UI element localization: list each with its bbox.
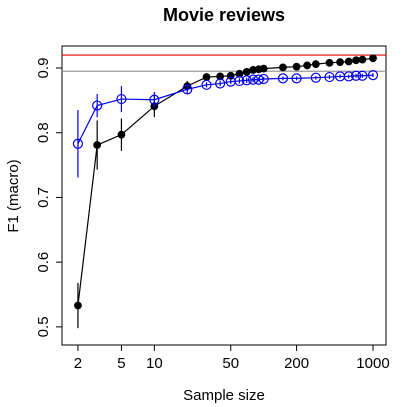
- data-point: [182, 84, 193, 95]
- data-point: [303, 61, 312, 70]
- data-point: [258, 73, 269, 85]
- data-point: [259, 64, 268, 73]
- series-line: [77, 57, 374, 306]
- data-point: [242, 67, 251, 76]
- data-point: [93, 141, 102, 149]
- data-point: [358, 55, 367, 64]
- data-point: [352, 56, 360, 65]
- data-point: [201, 79, 212, 90]
- data-point: [277, 73, 289, 84]
- data-point: [291, 73, 302, 84]
- data-point: [279, 63, 287, 72]
- y-tick-label: 0.8: [35, 122, 52, 143]
- y-tick-label: 0.7: [35, 187, 52, 208]
- data-point: [74, 301, 82, 310]
- plot-frame: [61, 45, 387, 346]
- data-point: [369, 54, 377, 63]
- data-point: [343, 71, 354, 82]
- data-point: [350, 70, 362, 81]
- x-tick-label: 10: [146, 355, 163, 372]
- data-point: [367, 70, 379, 81]
- data-point: [324, 71, 335, 83]
- y-tick-label: 0.9: [35, 58, 52, 79]
- x-tick-label: 2: [74, 355, 82, 372]
- x-tick-label: 200: [284, 355, 309, 372]
- data-point: [325, 58, 334, 67]
- data-point: [116, 93, 127, 105]
- data-point: [149, 94, 160, 105]
- y-tick-label: 0.5: [35, 316, 52, 337]
- data-point: [336, 58, 344, 67]
- x-tick-label: 50: [222, 355, 239, 372]
- data-point: [235, 69, 244, 78]
- data-point: [311, 60, 320, 69]
- data-point: [241, 75, 252, 86]
- data-point: [117, 130, 126, 139]
- data-point: [292, 62, 301, 71]
- y-tick-label: 0.6: [35, 252, 52, 273]
- data-point: [202, 73, 211, 81]
- x-tick-label: 5: [117, 355, 125, 372]
- data-point: [344, 57, 353, 66]
- data-point: [234, 75, 245, 87]
- data-point: [215, 78, 226, 89]
- data-point: [247, 74, 259, 85]
- data-point: [92, 100, 103, 111]
- data-point: [310, 72, 321, 83]
- data-point: [357, 70, 368, 81]
- x-tick-label: 1000: [356, 355, 389, 372]
- data-point: [72, 138, 84, 149]
- y-axis-label: F1 (macro): [5, 159, 22, 232]
- data-point: [216, 72, 225, 81]
- x-axis-label: Sample size: [183, 387, 265, 404]
- chart-title: Movie reviews: [163, 5, 285, 25]
